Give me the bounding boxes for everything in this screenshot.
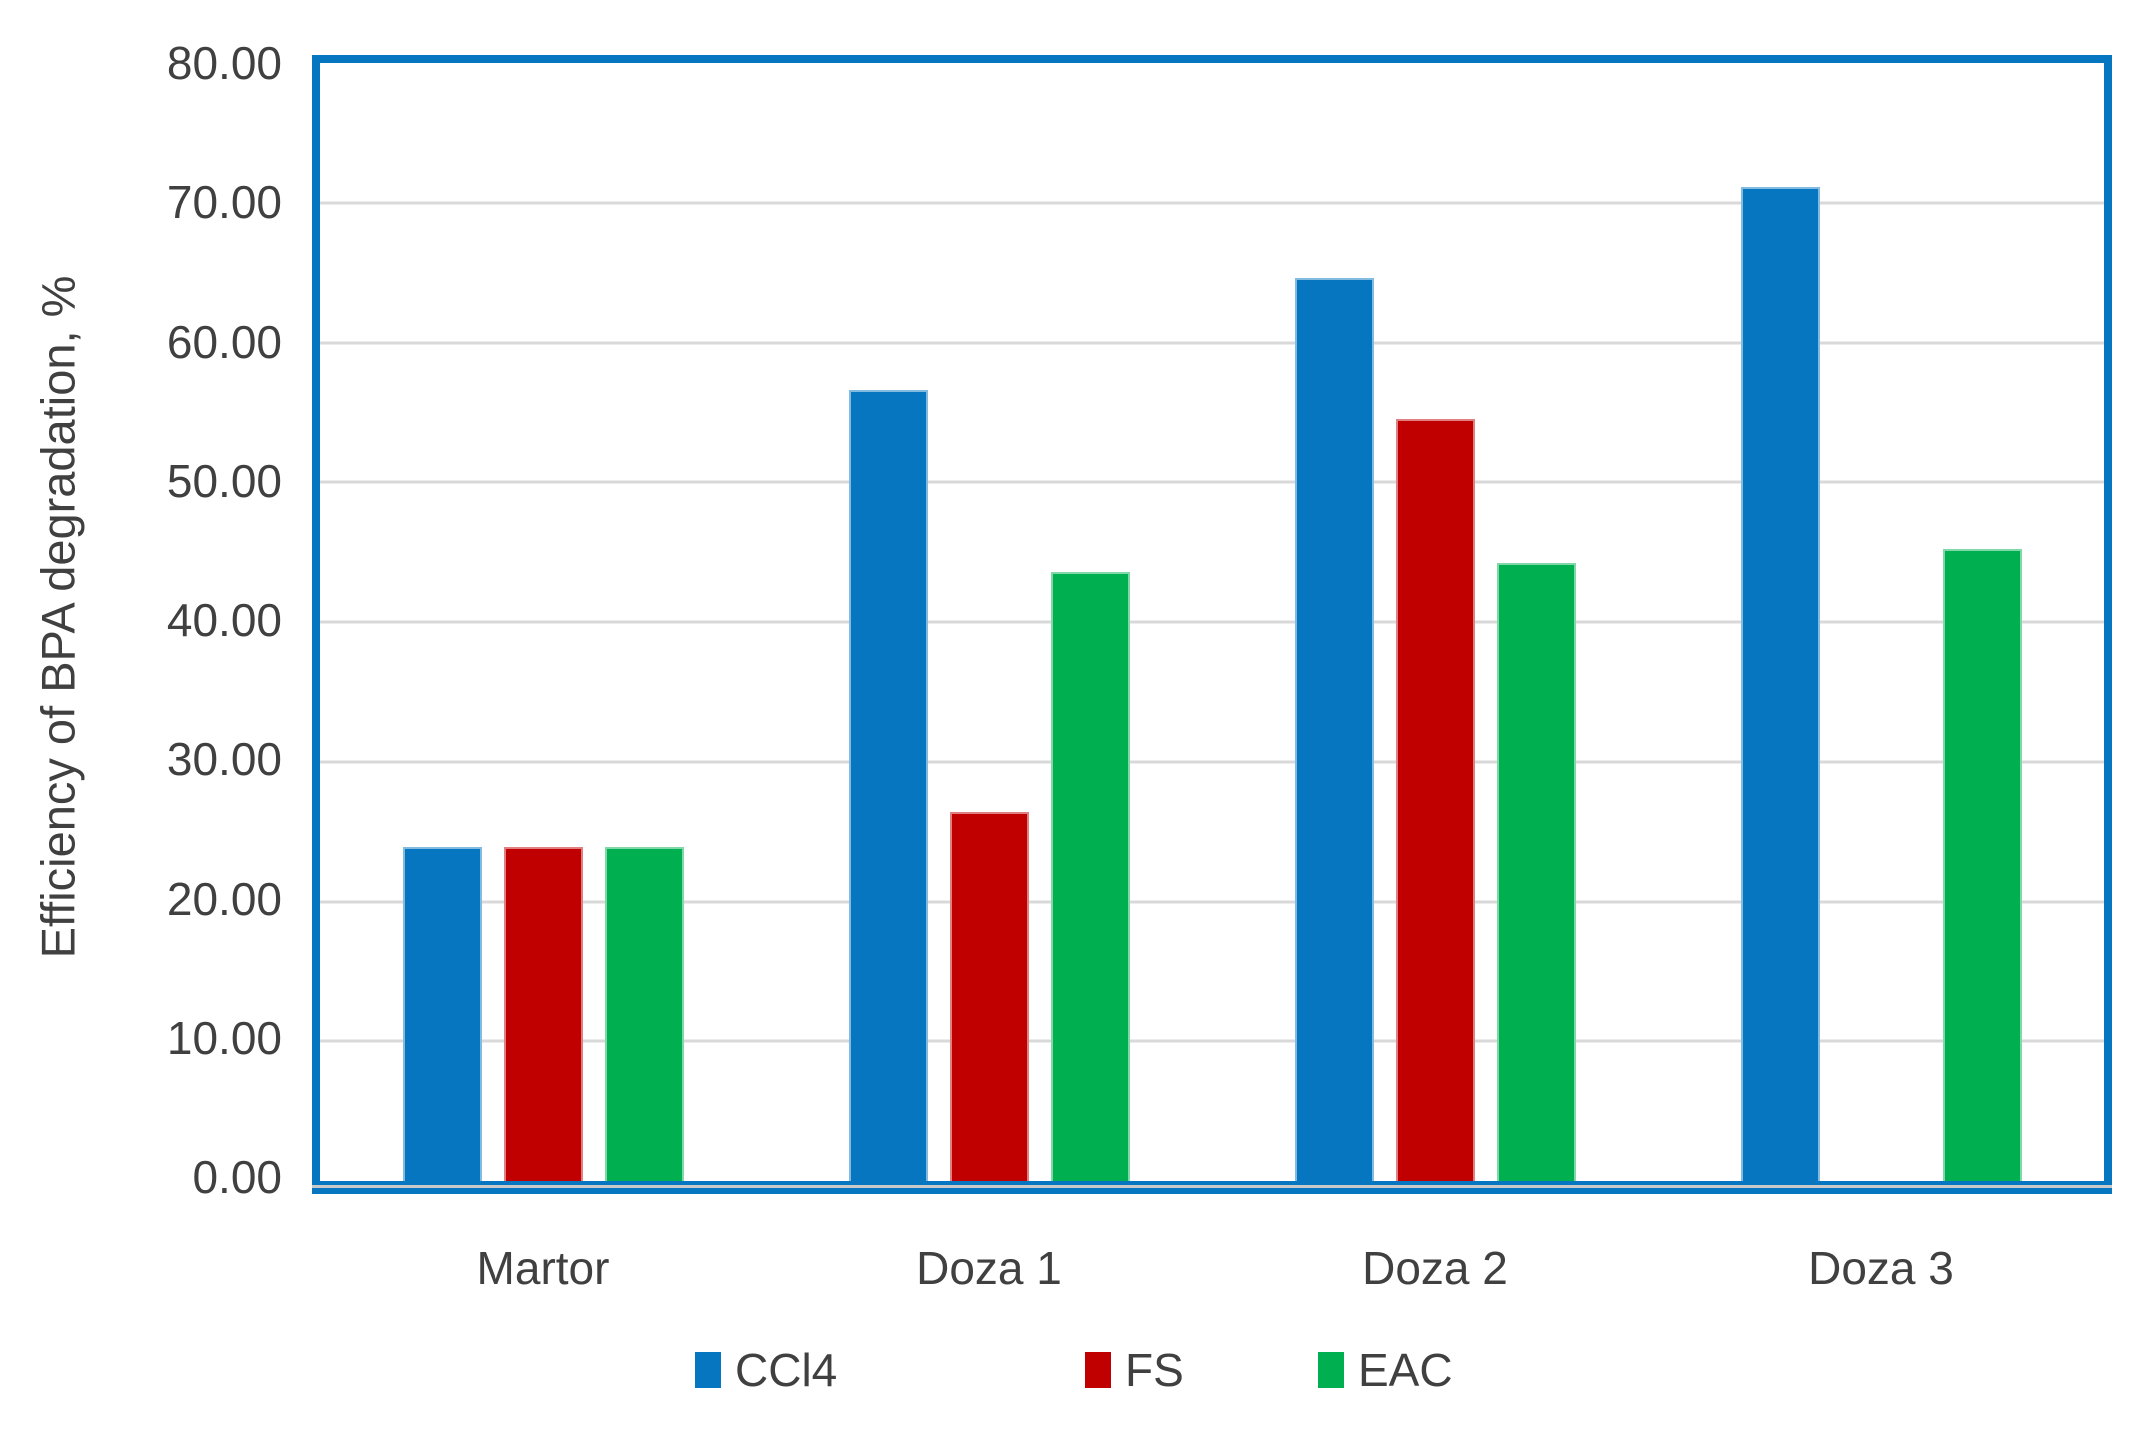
y-axis-tick-labels: 80.00 70.00 60.00 50.00 40.00 30.00 20.00 10.00… xyxy=(0,40,282,1200)
legend-label-eac: EAC xyxy=(1358,1344,1453,1396)
gridline-40 xyxy=(320,620,2104,624)
bar-ccl4-doza-1 xyxy=(848,390,928,1181)
gridline-30 xyxy=(320,760,2104,764)
gridline-60 xyxy=(320,341,2104,344)
bar-fs-doza-2 xyxy=(1395,419,1475,1181)
legend-label-ccl4: CCl4 xyxy=(735,1344,838,1396)
legend-label-fs: FS xyxy=(1125,1344,1184,1396)
gridline-50 xyxy=(320,480,2104,484)
legend-item-ccl4: CCl4 xyxy=(695,1344,838,1396)
y-tick-50.00: 50.00 xyxy=(166,454,282,507)
bar-group-doza-2 xyxy=(1212,63,1658,1181)
legend-item-fs: FS xyxy=(1085,1344,1184,1396)
gridline-10 xyxy=(320,1039,2104,1043)
bar-eac-doza-3 xyxy=(1942,549,2022,1181)
bar-group-doza-1 xyxy=(766,63,1212,1181)
x-label-martor: Martor xyxy=(476,1242,610,1294)
y-tick-10.00: 10.00 xyxy=(166,1011,282,1064)
gridlines xyxy=(320,63,2104,1181)
y-tick-70.00: 70.00 xyxy=(166,176,282,229)
legend-swatch-eac xyxy=(1318,1352,1344,1388)
x-label-doza-2: Doza 2 xyxy=(1362,1242,1508,1294)
legend-item-eac: EAC xyxy=(1318,1344,1453,1396)
y-tick-0.00: 0.00 xyxy=(192,1151,282,1203)
bar-eac-doza-2 xyxy=(1496,563,1576,1181)
bar-groups xyxy=(320,63,2104,1181)
bar-ccl4-doza-2 xyxy=(1294,278,1374,1181)
bar-eac-doza-1 xyxy=(1050,571,1130,1181)
legend-swatch-fs xyxy=(1085,1352,1111,1388)
y-tick-30.00: 30.00 xyxy=(166,733,282,786)
y-tick-40.00: 40.00 xyxy=(166,594,282,646)
bar-ccl4-doza-3 xyxy=(1740,187,1820,1181)
bar-eac-martor xyxy=(604,847,684,1181)
y-tick-20.00: 20.00 xyxy=(166,872,282,925)
y-tick-80.00: 80.00 xyxy=(166,37,282,89)
bar-fs-doza-1 xyxy=(949,812,1029,1181)
x-label-doza-3: Doza 3 xyxy=(1808,1242,1954,1294)
bar-ccl4-martor xyxy=(402,847,482,1181)
bar-fs-martor xyxy=(503,847,583,1181)
x-axis-category-labels: Martor Doza 1 Doza 2 Doza 3 xyxy=(320,1238,2104,1298)
bar-group-doza-3 xyxy=(1658,63,2104,1181)
y-tick-60.00: 60.00 xyxy=(166,315,282,368)
gridline-70 xyxy=(320,201,2104,205)
bar-group-martor xyxy=(320,63,766,1181)
plot-area xyxy=(312,55,2112,1194)
gridline-20 xyxy=(320,900,2104,903)
x-label-doza-1: Doza 1 xyxy=(916,1242,1062,1294)
legend-swatch-ccl4 xyxy=(695,1352,721,1388)
